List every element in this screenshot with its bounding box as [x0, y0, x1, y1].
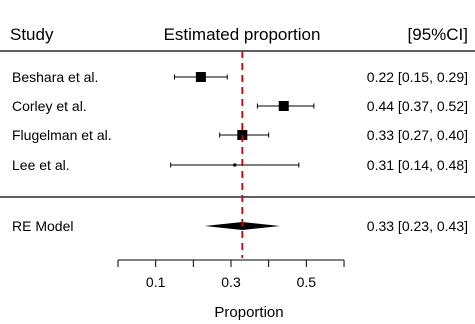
ci-text: 0.22 [0.15, 0.29]: [367, 69, 468, 85]
header-ci: [95%CI]: [408, 25, 468, 44]
study-label: Lee et al.: [12, 157, 70, 173]
point-estimate: [195, 72, 206, 82]
ci-text: 0.31 [0.14, 0.48]: [367, 157, 468, 173]
point-estimate: [278, 101, 289, 111]
summary-label: RE Model: [12, 218, 73, 234]
point-estimate: [233, 163, 237, 167]
study-row: Flugelman et al. 0.33 [0.27, 0.40]: [12, 127, 468, 143]
ci-text: 0.33 [0.27, 0.40]: [367, 127, 468, 143]
summary-ci-text: 0.33 [0.23, 0.43]: [367, 218, 468, 234]
summary-row: RE Model 0.33 [0.23, 0.43]: [12, 218, 468, 234]
x-tick-label: 0.3: [221, 274, 241, 290]
x-tick-label: 0.1: [146, 274, 166, 290]
study-label: Flugelman et al.: [12, 127, 112, 143]
x-axis-label: Proportion: [214, 304, 283, 321]
study-row: Beshara et al. 0.22 [0.15, 0.29]: [12, 69, 468, 85]
header-estimate: Estimated proportion: [164, 25, 321, 44]
study-row: Corley et al. 0.44 [0.37, 0.52]: [12, 98, 468, 114]
study-label: Beshara et al.: [12, 69, 98, 85]
study-row: Lee et al. 0.31 [0.14, 0.48]: [12, 157, 468, 173]
ci-text: 0.44 [0.37, 0.52]: [367, 98, 468, 114]
study-label: Corley et al.: [12, 98, 87, 114]
header-study: Study: [10, 25, 54, 44]
x-tick-label: 0.5: [297, 274, 317, 290]
